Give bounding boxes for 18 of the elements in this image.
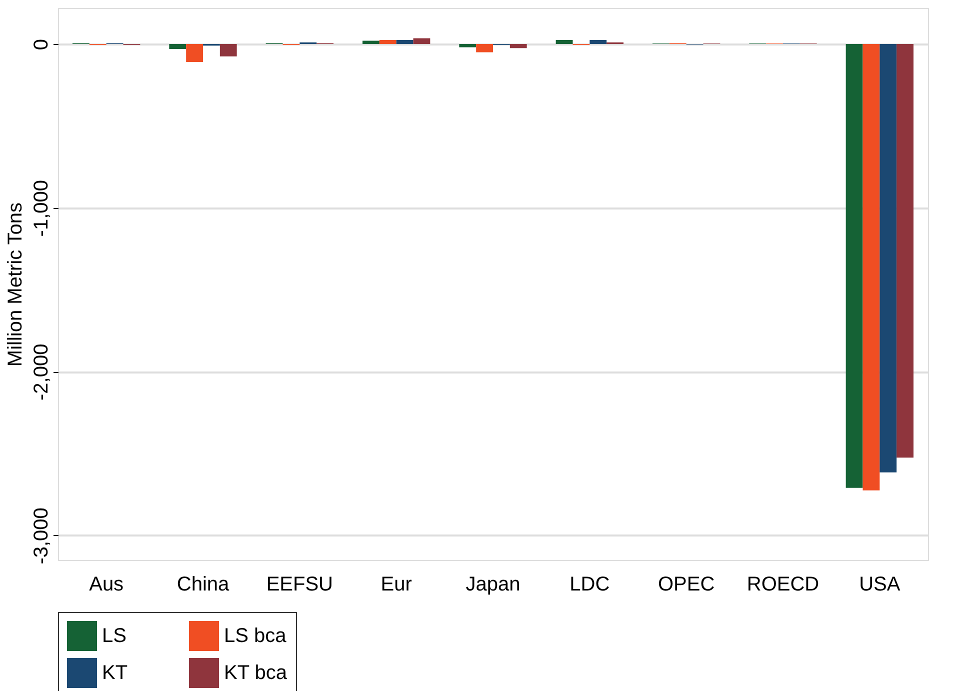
x-tick-label: Eur bbox=[380, 574, 412, 596]
x-tick-label: ROECD bbox=[746, 574, 820, 596]
y-tick-label: 0 bbox=[30, 38, 52, 50]
x-tick-label: Japan bbox=[466, 574, 520, 596]
y-tick-label: -2,000 bbox=[30, 344, 52, 400]
legend-label: LS bca bbox=[224, 625, 288, 647]
x-tick-label: China bbox=[176, 574, 230, 596]
y-tick-label: -1,000 bbox=[30, 180, 52, 237]
x-tick-label: OPEC bbox=[658, 574, 715, 596]
x-tick-label: Aus bbox=[89, 574, 124, 596]
legend-label: KT bbox=[102, 662, 128, 684]
legend-label: LS bbox=[102, 625, 126, 647]
x-tick-label: LDC bbox=[570, 574, 610, 596]
x-tick-label: USA bbox=[859, 574, 901, 596]
y-tick-label: -3,000 bbox=[30, 508, 52, 564]
legend-label: KT bca bbox=[224, 662, 288, 684]
y-axis-title: Million Metric Tons bbox=[4, 202, 26, 367]
x-tick-label: EEFSU bbox=[266, 574, 334, 596]
